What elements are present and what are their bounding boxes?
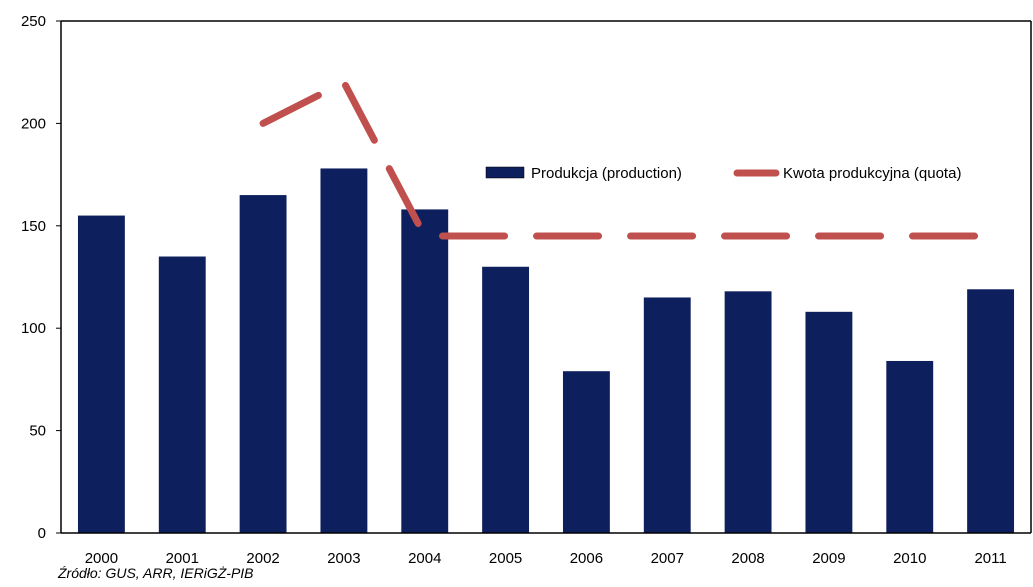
x-tick-label: 2009 — [812, 550, 845, 565]
bar-2009 — [805, 311, 853, 533]
x-axis-ticks: 2000 2001 2002 2003 2004 2005 2006 2007 2008 2009… — [85, 550, 1007, 565]
y-axis-ticks: 0 50 100 150 200 250 — [21, 13, 61, 542]
legend-swatch-production — [485, 166, 525, 179]
x-tick-label: 2000 — [85, 550, 118, 565]
axes — [60, 20, 1032, 534]
legend-label-quota: Kwota produkcyjna (quota) — [783, 165, 961, 182]
y-tick-label: 150 — [21, 218, 46, 235]
x-tick-label: 2005 — [489, 550, 522, 565]
x-tick-label: 2003 — [327, 550, 360, 565]
bar-2007 — [643, 297, 691, 533]
bar-2000 — [77, 215, 125, 533]
bar-2002 — [239, 195, 287, 533]
y-tick-label: 100 — [21, 320, 46, 337]
x-tick-label: 2004 — [408, 550, 441, 565]
bar-2001 — [158, 256, 206, 533]
bar-2008 — [724, 291, 772, 533]
source-note: Źródło: GUS, ARR, IERiGŻ-PIB — [58, 565, 254, 581]
bar-series-production — [77, 168, 1015, 533]
x-tick-label: 2006 — [570, 550, 603, 565]
quota-line — [259, 78, 995, 240]
bar-2003 — [320, 168, 368, 533]
bar-2011 — [967, 289, 1015, 533]
x-tick-label: 2001 — [166, 550, 199, 565]
line-series-quota — [259, 78, 995, 240]
y-tick-label: 0 — [38, 525, 46, 542]
y-tick-label: 50 — [29, 423, 46, 440]
x-tick-label: 2011 — [974, 550, 1006, 565]
x-tick-label: 2010 — [893, 550, 926, 565]
legend: Produkcja (production) Kwota produkcyjna … — [485, 165, 961, 182]
x-tick-label: 2007 — [651, 550, 684, 565]
x-tick-label: 2008 — [731, 550, 764, 565]
legend-label-production: Produkcja (production) — [531, 165, 682, 182]
chart: 0 50 100 150 200 250 2000 2001 2002 2003 2004 2005… — [21, 13, 1032, 565]
bar-2004 — [401, 209, 449, 533]
y-tick-label: 200 — [21, 115, 46, 132]
x-tick-label: 2002 — [246, 550, 279, 565]
y-tick-label: 250 — [21, 13, 46, 30]
bar-2006 — [562, 371, 610, 533]
bar-2010 — [886, 360, 934, 533]
bar-2005 — [482, 266, 530, 533]
